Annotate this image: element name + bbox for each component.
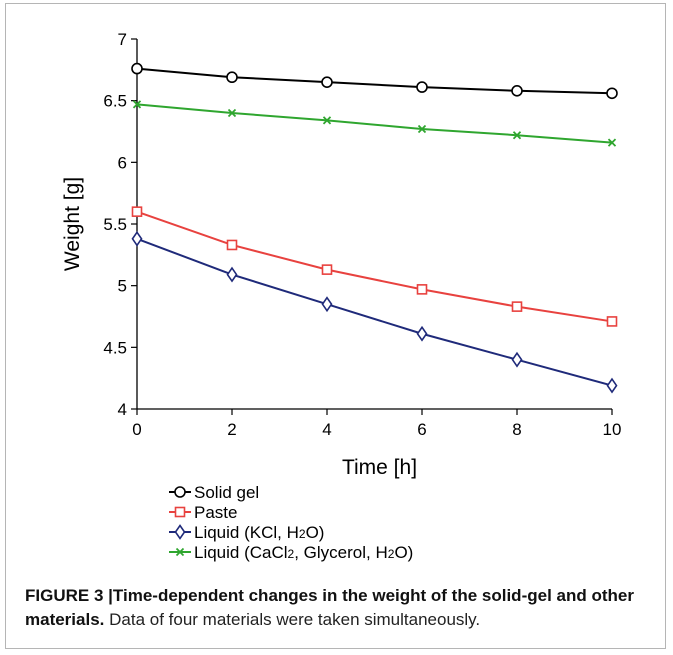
legend-item: Solid gel [169,483,259,502]
legend-item: Liquid (CaCl2, Glycerol, H2O) [169,543,413,562]
data-point [132,100,142,109]
legend-item: Liquid (KCl, H2O) [169,523,324,542]
data-point [416,284,428,295]
x-tick-label: 0 [132,420,141,439]
data-point [226,266,238,283]
y-tick-label: 6 [118,153,127,172]
series-layer [131,62,618,394]
series-line-0 [136,67,613,95]
x-tick-label: 6 [417,420,426,439]
data-point [416,325,428,342]
legend-marker [175,547,185,557]
data-point [606,316,618,327]
data-point [131,206,143,217]
caption-figure-label: FIGURE 3 [25,586,104,605]
y-tick-label: 4.5 [103,338,127,357]
data-point [227,108,237,118]
data-point [606,87,618,100]
y-tick-label: 7 [118,30,127,49]
data-point [511,301,523,312]
data-point [607,138,617,147]
x-axis-title: Time [h] [342,456,417,479]
data-point [416,81,428,93]
x-tick-label: 8 [512,420,521,439]
data-point [131,62,143,75]
caption-separator: | [108,586,113,605]
y-tick-label: 6.5 [103,92,127,111]
data-point [226,239,238,251]
x-tick-label: 2 [227,420,236,439]
legend-label: Liquid (CaCl2, Glycerol, H2O) [194,543,413,562]
data-point [512,131,522,140]
data-point [226,71,238,84]
legend-label: Paste [194,503,237,522]
x-tick-label: 4 [322,420,331,439]
legend-marker [174,524,186,540]
y-tick-label: 5 [118,277,127,296]
line-chart: 4 4.5 5 5.5 6 6.5 7 0 2 4 6 8 10 Time [h] Weight [g] S… [61,30,621,562]
data-point [321,296,333,313]
legend-label: Liquid (KCl, H2O) [194,523,324,542]
data-point [417,124,427,134]
data-point [511,351,523,368]
x-tick-label: 10 [603,420,622,439]
series-line-2 [136,237,613,387]
y-axis-title: Weight [g] [61,177,84,271]
legend-marker [174,486,186,498]
series-line-1 [136,210,613,323]
data-point [321,264,333,275]
y-tick-label: 5.5 [103,215,127,234]
data-point [606,377,618,394]
series-line-3 [136,103,613,144]
axes: 4 4.5 5 5.5 6 6.5 7 0 2 4 6 8 10 Time [h] Weight [g] [61,30,621,479]
caption-text: Data of four materials were taken simult… [109,610,481,629]
y-tick-label: 4 [118,400,127,419]
figure-frame: 4 4.5 5 5.5 6 6.5 7 0 2 4 6 8 10 Time [h] Weight [g] S… [5,3,666,649]
caption-title: Time-dependent changes in the weight of … [25,586,634,629]
legend-item: Paste [169,503,237,522]
figure-caption: FIGURE 3 |Time-dependent changes in the … [25,584,665,632]
data-point [322,116,332,125]
legend-marker [174,506,186,518]
data-point [511,85,523,97]
data-point [321,76,333,88]
data-point [131,230,143,247]
legend-label: Solid gel [194,483,259,502]
